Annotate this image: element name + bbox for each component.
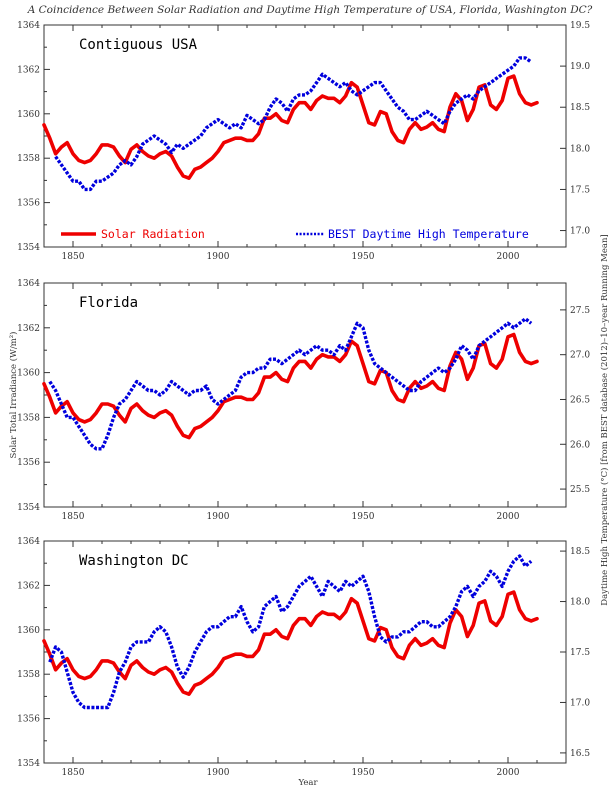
x-tick-label: 2000	[497, 512, 520, 522]
y-right-tick-label: 17.5	[570, 648, 590, 658]
y-left-tick-label: 1360	[17, 626, 40, 636]
y-right-tick-label: 26.0	[570, 440, 590, 450]
figure-title: A Coincidence Between Solar Radiation an…	[27, 4, 593, 16]
x-tick-label: 1850	[62, 252, 85, 262]
x-tick-label: 1900	[207, 252, 230, 262]
x-tick-label: 1950	[352, 252, 375, 262]
y-right-tick-label: 17.5	[570, 185, 590, 195]
solar-radiation-line	[42, 590, 539, 697]
chart-panel-3: 1850 1900 1950 2000 1354 1356 1358 1360 1362 1364…	[17, 537, 590, 778]
x-tick-label: 1850	[62, 512, 85, 522]
y-left-tick-label: 1364	[17, 21, 40, 31]
chart-panel-2: 1850 1900 1950 2000 1354 1356 1358 1360 1362 1364…	[17, 279, 590, 522]
panels: 1850 1900 1950 2000 1354 1356 1358 1360 1362 1364…	[17, 21, 590, 778]
plot-frame	[43, 24, 567, 248]
legend-solar-label: Solar Radiation	[101, 227, 205, 241]
x-axis-label: Year	[297, 778, 318, 788]
x-tick-label: 1900	[207, 512, 230, 522]
y-left-tick-label: 1362	[17, 65, 40, 75]
x-tick-label: 1900	[207, 768, 230, 778]
x-tick-label: 2000	[497, 768, 520, 778]
y-right-tick-label: 26.5	[570, 395, 590, 405]
y-right-tick-label: 16.5	[570, 749, 590, 759]
y-left-tick-label: 1354	[17, 503, 40, 513]
y-left-tick-label: 1356	[17, 715, 40, 725]
y-right-tick-label: 18.0	[570, 598, 590, 608]
y-right-tick-label: 18.5	[570, 103, 590, 113]
y-right-tick-label: 18.5	[570, 547, 590, 557]
y-left-tick-label: 1362	[17, 324, 40, 334]
x-tick-label: 1850	[62, 768, 85, 778]
y-right-tick-label: 25.5	[570, 485, 590, 495]
y-left-tick-label: 1358	[17, 154, 40, 164]
x-tick-label: 1950	[352, 512, 375, 522]
legend-temp-label: BEST Daytime High Temperature	[328, 227, 529, 241]
y-left-tick-label: 1364	[17, 537, 40, 547]
y-left-tick-label: 1360	[17, 369, 40, 379]
x-tick-label: 2000	[497, 252, 520, 262]
left-axis-label: Solar Total Irradiance (W/m²)	[8, 332, 19, 459]
y-left-tick-label: 1360	[17, 110, 40, 120]
y-left-tick-label: 1362	[17, 581, 40, 591]
y-left-tick-label: 1356	[17, 199, 40, 209]
y-left-tick-label: 1358	[17, 413, 40, 423]
y-right-tick-label: 27.0	[570, 351, 590, 361]
chart-panel-1: 1850 1900 1950 2000 1354 1356 1358 1360 1362 1364…	[17, 21, 590, 262]
panel-title: Contiguous USA	[79, 37, 198, 53]
solar-radiation-line	[42, 332, 539, 440]
y-left-tick-label: 1354	[17, 759, 40, 769]
temperature-line	[48, 554, 533, 710]
right-axis-label: Daytime High Temperature (°C) [from BEST…	[599, 234, 610, 605]
panel-title: Florida	[79, 295, 138, 311]
y-left-tick-label: 1356	[17, 458, 40, 468]
plot-frame	[43, 282, 567, 508]
y-left-tick-label: 1354	[17, 243, 40, 253]
y-right-tick-label: 19.0	[570, 62, 590, 72]
y-left-tick-label: 1358	[17, 670, 40, 680]
panel-title: Washington DC	[79, 553, 189, 569]
x-tick-label: 1950	[352, 768, 375, 778]
y-left-tick-label: 1364	[17, 279, 40, 289]
y-right-tick-label: 19.5	[570, 21, 590, 31]
y-right-tick-label: 17.0	[570, 227, 590, 237]
solar-radiation-line	[42, 74, 539, 180]
y-right-tick-label: 27.5	[570, 306, 590, 316]
y-right-tick-label: 18.0	[570, 144, 590, 154]
temperature-line	[48, 317, 533, 451]
y-right-tick-label: 17.0	[570, 698, 590, 708]
temperature-line	[54, 56, 533, 192]
